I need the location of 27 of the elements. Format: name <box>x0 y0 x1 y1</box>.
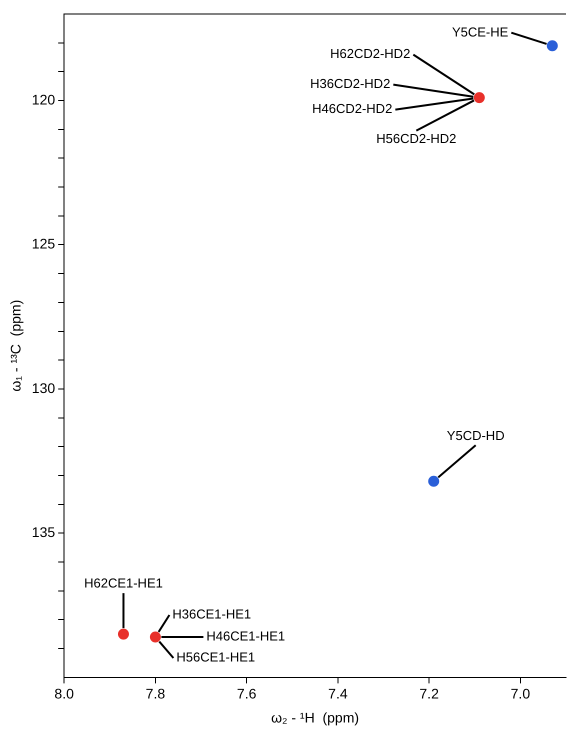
point <box>150 632 161 643</box>
y-tick-label: 135 <box>32 524 56 540</box>
y-axis-title: ω₁ - ¹³C (ppm) <box>7 300 24 392</box>
annotation: H56CE1-HE1 <box>176 650 256 665</box>
x-tick-label: 8.0 <box>54 686 74 702</box>
annotation: H36CD2-HD2 <box>310 76 390 92</box>
point <box>546 40 558 52</box>
point <box>118 628 129 640</box>
annotation: H56CD2-HD2 <box>376 131 456 146</box>
point <box>474 92 485 104</box>
x-axis-title: ω₂ - ¹H (ppm) <box>271 709 360 726</box>
y-tick-label: 120 <box>32 91 56 108</box>
x-tick-label: 7.0 <box>510 686 530 702</box>
x-tick-label: 7.6 <box>236 686 257 702</box>
point <box>428 476 440 487</box>
y-tick-label: 130 <box>32 380 56 396</box>
annotation: H62CE1-HE1 <box>84 576 163 591</box>
annotation: H62CD2-HD2 <box>330 46 410 62</box>
x-tick-label: 7.2 <box>419 686 440 702</box>
x-tick-label: 7.8 <box>146 686 166 702</box>
annotation: Y5CD-HD <box>446 428 505 443</box>
x-tick-label: 7.4 <box>328 686 348 702</box>
annotation: H46CD2-HD2 <box>312 101 392 116</box>
y-tick-label: 125 <box>32 236 56 252</box>
annotation: H36CE1-HE1 <box>172 606 252 622</box>
annotation: Y5CE-HE <box>452 24 509 40</box>
annotation: H46CE1-HE1 <box>206 628 286 644</box>
